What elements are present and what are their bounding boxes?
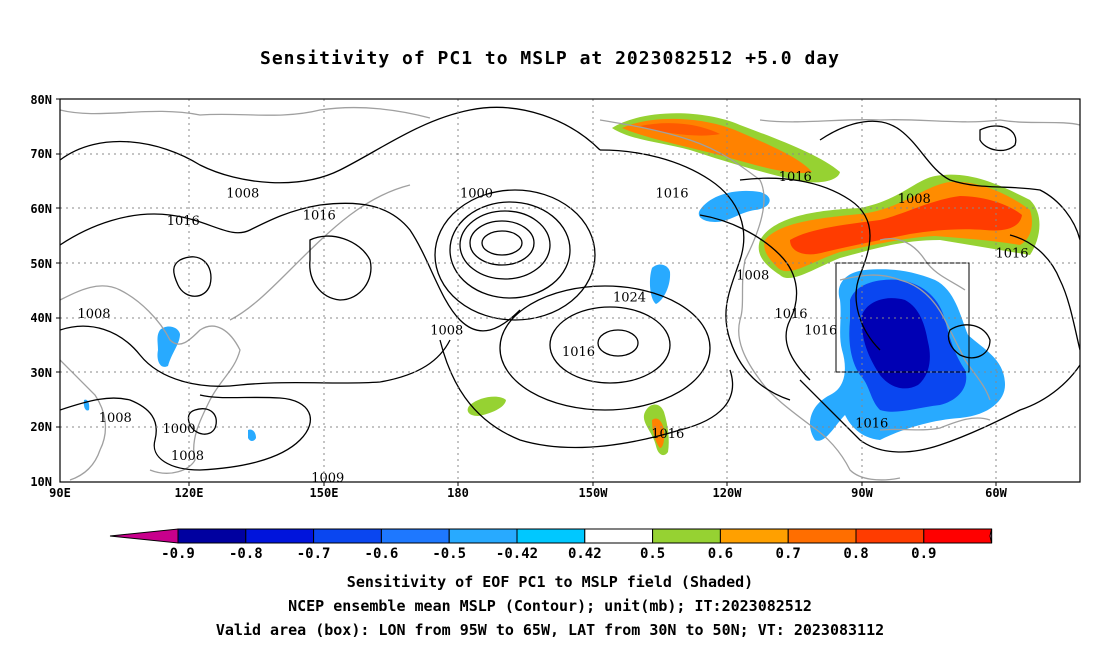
lat-label: 40N: [30, 311, 52, 325]
lon-label: 60W: [985, 486, 1007, 500]
colorbar-tick-label: 0.8: [843, 546, 868, 562]
contour-label: 1016: [655, 186, 688, 201]
colorbar-tick-label: 0.5: [640, 546, 665, 562]
colorbar-low-end: [109, 528, 179, 544]
positive-region-alaska-max: [640, 123, 720, 136]
caption-line-3: Valid area (box): LON from 95W to 65W, L…: [215, 621, 885, 639]
colorbar-segment: [719, 528, 789, 544]
colorbar-tick-label: -0.5: [432, 546, 466, 562]
sensitivity-shading: [83, 113, 1040, 456]
lon-label: 120W: [713, 486, 743, 500]
contour-label: 1008: [430, 323, 463, 338]
colorbar-segment: [516, 528, 586, 544]
negative-region-alaska: [698, 190, 770, 222]
lat-label: 20N: [30, 420, 52, 434]
colorbar-segment: [245, 528, 315, 544]
lat-label: 10N: [30, 475, 52, 489]
colorbar-segment: [787, 528, 857, 544]
colorbar-segment: [177, 528, 247, 544]
negative-region-korea: [157, 326, 180, 367]
contour-label: 1008: [898, 192, 931, 207]
lat-label: 70N: [30, 147, 52, 161]
positive-region-baja-core: [652, 418, 665, 448]
colorbar-tick-label: -0.42: [496, 546, 538, 562]
colorbar-segment: [923, 528, 993, 544]
lon-label: 180: [447, 486, 469, 500]
map-title: Sensitivity of PC1 to MSLP at 2023082512…: [259, 48, 840, 69]
negative-region-hawaii-north: [649, 264, 671, 304]
colorbar-tick-label: -0.7: [297, 546, 331, 562]
contour-label: 1016: [651, 427, 684, 442]
caption-line-1: Sensitivity of EOF PC1 to MSLP field (Sh…: [346, 573, 754, 591]
colorbar-segment: [584, 528, 654, 544]
coastlines: [60, 106, 1080, 481]
lon-label: 150E: [310, 486, 339, 500]
lon-label: 150W: [579, 486, 609, 500]
colorbar-high-end: [989, 528, 993, 544]
contour-label: 1009: [311, 471, 344, 486]
lat-label: 50N: [30, 257, 52, 271]
colorbar-tick-label: 0.42: [568, 546, 602, 562]
colorbar-tick-label: 0.7: [776, 546, 801, 562]
contour-label: 1016: [995, 247, 1028, 262]
negative-region-west-pacific: [248, 429, 256, 441]
positive-region-pacific-green: [467, 396, 506, 416]
colorbar: -0.9 -0.8 -0.7 -0.6 -0.5 -0.42 0.42 0.5 0.6 0.7 0.…: [109, 528, 993, 562]
contour-label: 1016: [303, 208, 336, 223]
colorbar-segment: [855, 528, 925, 544]
lat-label: 60N: [30, 202, 52, 216]
colorbar-segment: [448, 528, 518, 544]
colorbar-tick-label: -0.9: [161, 546, 195, 562]
colorbar-tick-label: -0.8: [229, 546, 263, 562]
lat-label: 80N: [30, 93, 52, 107]
lon-label: 90W: [851, 486, 873, 500]
contour-label: 1016: [855, 416, 888, 431]
contour-label: 1016: [167, 214, 200, 229]
contour-label: 1016: [562, 345, 595, 360]
colorbar-segment: [652, 528, 721, 544]
contour-label: 1008: [77, 307, 110, 322]
positive-region-canada-red: [790, 196, 1022, 255]
caption-line-2: NCEP ensemble mean MSLP (Contour); unit(…: [288, 597, 812, 615]
latitude-axis: 80N 70N 60N 50N 40N 30N 20N 10N: [30, 93, 60, 489]
negative-region-east-us-core: [861, 298, 930, 389]
map-frame: [59, 98, 1081, 483]
contour-label: 1016: [804, 323, 837, 338]
contour-label: 1008: [171, 449, 204, 464]
longitude-axis: 90E 120E 150E 180 150W 120W 90W 60W: [49, 482, 1008, 500]
lon-label: 120E: [175, 486, 204, 500]
lat-label: 30N: [30, 366, 52, 380]
colorbar-tick-label: -0.6: [365, 546, 399, 562]
contour-label: 1024: [613, 290, 646, 305]
colorbar-segment: [380, 528, 450, 544]
colorbar-tick-label: 0.6: [708, 546, 733, 562]
contour-label: 1016: [774, 307, 807, 322]
contour-label: 1008: [99, 411, 132, 426]
contour-label: 1000: [162, 422, 195, 437]
mslp-contours: [60, 106, 1080, 471]
colorbar-segment: [313, 528, 382, 544]
contour-label: 1016: [779, 170, 812, 185]
contour-labels: 1008 1016 1008 1016 1000 1008 1008 1009 1000 1008…: [77, 170, 1028, 486]
lon-label: 90E: [49, 486, 71, 500]
contour-label: 1000: [460, 186, 493, 201]
colorbar-tick-label: 0.9: [911, 546, 936, 562]
contour-label: 1008: [736, 269, 769, 284]
grid-lines: [60, 99, 1080, 482]
contour-label: 1008: [226, 186, 259, 201]
